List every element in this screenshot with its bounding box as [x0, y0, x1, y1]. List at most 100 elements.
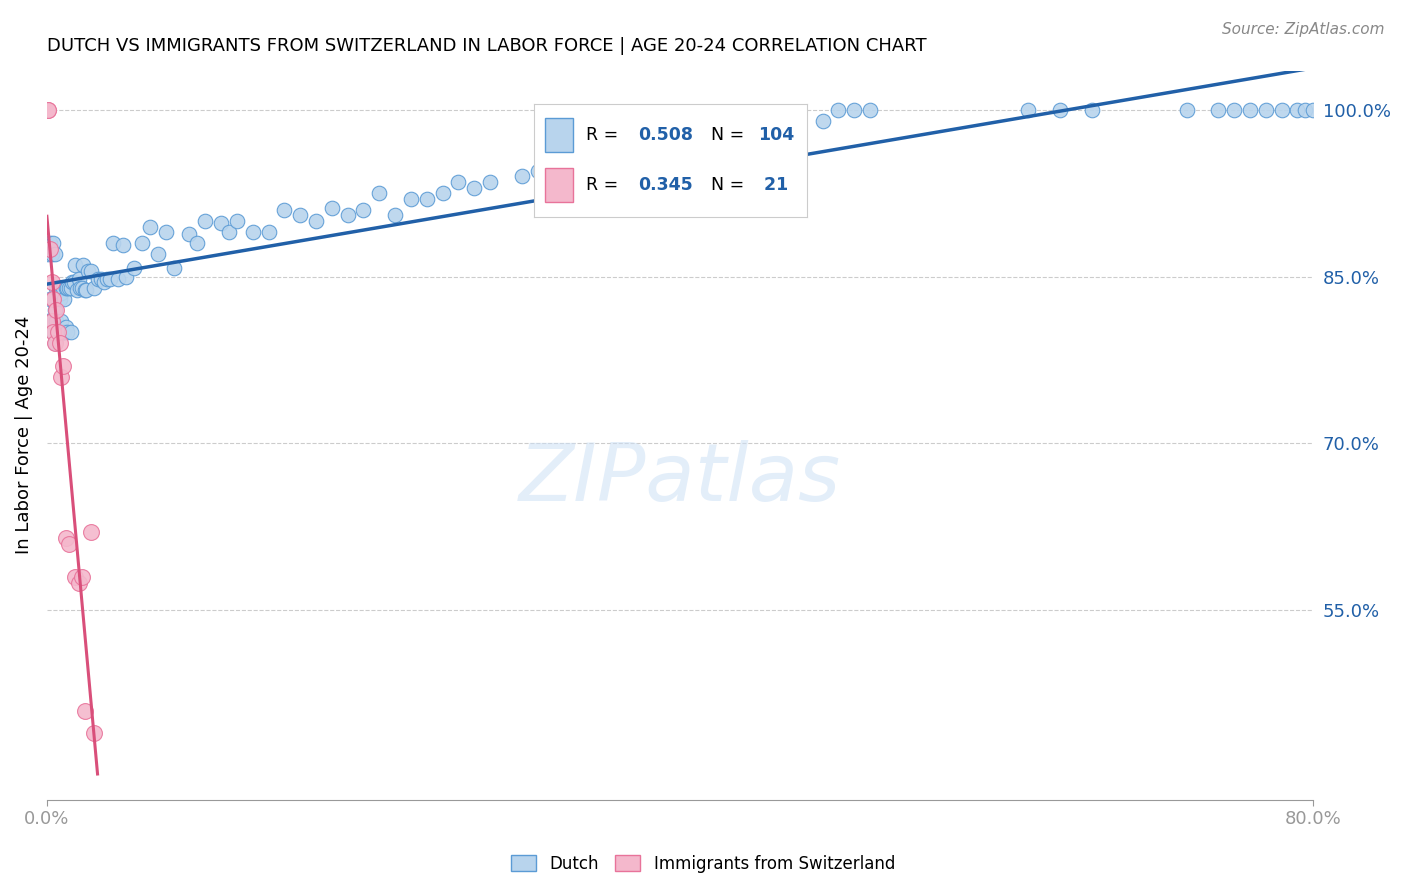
Point [77, 264, 100, 278]
Point [463, 180, 485, 194]
Point [1017, 103, 1039, 117]
Point [1175, 103, 1198, 117]
Point [49, 314, 72, 328]
Point [811, 113, 834, 128]
Point [111, 238, 134, 252]
Point [321, 201, 343, 215]
Point [41, 275, 63, 289]
Point [1080, 103, 1102, 117]
Point [41, 247, 63, 261]
Point [96, 272, 118, 286]
Point [194, 214, 217, 228]
Point [42, 325, 65, 339]
Point [65, 259, 87, 273]
Point [52, 359, 75, 373]
Point [39, 292, 62, 306]
Point [59, 325, 82, 339]
Point [526, 164, 548, 178]
Point [700, 149, 723, 163]
Point [115, 269, 138, 284]
Point [139, 219, 162, 234]
Point [73, 704, 96, 718]
Point [73, 283, 96, 297]
Point [844, 103, 866, 117]
Point [46, 325, 69, 339]
Point [1302, 103, 1324, 117]
Point [1271, 103, 1294, 117]
Text: DUTCH VS IMMIGRANTS FROM SWITZERLAND IN LABOR FORCE | AGE 20-24 CORRELATION CHAR: DUTCH VS IMMIGRANTS FROM SWITZERLAND IN … [46, 37, 927, 55]
Point [45, 314, 67, 328]
Point [46, 325, 69, 339]
Point [179, 227, 201, 242]
Point [70, 570, 93, 584]
Point [37, 103, 59, 117]
Point [83, 281, 105, 295]
Point [45, 281, 67, 295]
Point [368, 186, 391, 201]
Point [37, 247, 59, 261]
Point [59, 281, 82, 295]
Point [83, 725, 105, 739]
Point [56, 281, 79, 295]
Point [42, 236, 65, 251]
Point [46, 281, 69, 295]
Point [336, 208, 359, 222]
Point [75, 283, 97, 297]
Text: Source: ZipAtlas.com: Source: ZipAtlas.com [1222, 22, 1385, 37]
Point [37, 103, 59, 117]
Point [859, 103, 882, 117]
Point [827, 103, 849, 117]
Point [67, 575, 90, 590]
Point [44, 302, 66, 317]
Point [55, 531, 77, 545]
Point [70, 281, 93, 295]
Point [58, 281, 80, 295]
Point [186, 236, 208, 251]
Point [1239, 103, 1261, 117]
Point [399, 192, 422, 206]
Point [67, 272, 90, 286]
Point [305, 214, 328, 228]
Point [60, 275, 83, 289]
Point [80, 264, 103, 278]
Point [1286, 103, 1309, 117]
Point [1254, 103, 1277, 117]
Point [98, 272, 121, 286]
Point [1206, 103, 1229, 117]
Point [131, 236, 153, 251]
Point [1049, 103, 1071, 117]
Point [218, 225, 240, 239]
Point [273, 202, 295, 217]
Point [93, 275, 115, 289]
Point [48, 336, 70, 351]
Point [41, 314, 63, 328]
Point [80, 525, 103, 540]
Point [55, 281, 77, 295]
Point [52, 325, 75, 339]
Point [53, 325, 76, 339]
Point [288, 208, 311, 222]
Point [510, 169, 533, 184]
Point [39, 242, 62, 256]
Point [44, 247, 66, 261]
Point [447, 175, 470, 189]
Point [716, 138, 738, 153]
Point [1223, 103, 1246, 117]
Point [103, 236, 125, 251]
Point [669, 147, 692, 161]
Point [122, 260, 145, 275]
Point [49, 369, 72, 384]
Y-axis label: In Labor Force | Age 20-24: In Labor Force | Age 20-24 [15, 316, 32, 554]
Point [58, 536, 80, 550]
Point [107, 272, 129, 286]
Point [1294, 103, 1316, 117]
Point [416, 192, 439, 206]
Point [432, 186, 454, 201]
Point [48, 292, 70, 306]
Point [257, 225, 280, 239]
Point [90, 272, 112, 286]
Point [637, 149, 659, 163]
Point [53, 292, 76, 306]
Point [56, 325, 79, 339]
Point [48, 325, 70, 339]
